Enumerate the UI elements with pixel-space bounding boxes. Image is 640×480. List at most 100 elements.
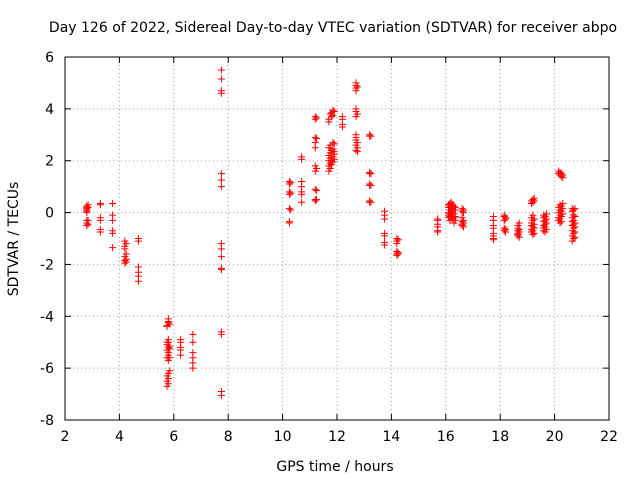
x-tick-label: 12 [328, 429, 346, 445]
data-point [451, 206, 459, 214]
data-point [502, 228, 510, 236]
data-point [325, 118, 333, 126]
data-point [330, 107, 338, 115]
data-point [326, 164, 334, 172]
data-points [83, 66, 579, 399]
y-tick-label: 0 [45, 206, 54, 222]
data-point [515, 219, 523, 227]
data-point [166, 354, 174, 362]
data-point [166, 367, 174, 375]
x-tick-label: 18 [491, 429, 509, 445]
data-point [451, 216, 459, 224]
data-point [367, 181, 375, 189]
data-point [542, 225, 550, 233]
data-point [570, 235, 578, 242]
x-tick-label: 14 [382, 429, 400, 445]
data-point [459, 209, 467, 217]
data-point [285, 205, 293, 213]
data-point [515, 233, 523, 241]
data-point [285, 180, 293, 188]
data-point [83, 209, 91, 217]
y-tick-label: -6 [40, 361, 54, 377]
data-point [530, 229, 538, 237]
data-point [122, 240, 130, 248]
data-point [109, 199, 117, 207]
data-point [121, 245, 129, 253]
x-tick-label: 16 [437, 429, 455, 445]
data-point [217, 253, 225, 261]
data-point [330, 140, 338, 148]
grid [65, 57, 609, 420]
data-point [367, 198, 375, 206]
data-point [311, 185, 319, 193]
y-tick-label: 4 [45, 102, 54, 118]
data-point [434, 228, 442, 236]
data-point [217, 330, 225, 338]
data-point [458, 207, 466, 215]
data-point [313, 135, 321, 143]
data-point [298, 190, 306, 198]
data-point [217, 66, 225, 74]
data-point [298, 155, 306, 163]
x-tick-label: 10 [274, 429, 292, 445]
data-point [109, 216, 117, 224]
data-point [311, 144, 319, 152]
data-point [189, 364, 197, 372]
data-point [313, 114, 321, 122]
data-point [353, 83, 361, 91]
data-point [109, 244, 117, 252]
data-point [96, 228, 104, 236]
data-point [394, 250, 402, 258]
data-point [542, 219, 550, 227]
data-point [287, 179, 295, 187]
data-point [164, 319, 172, 327]
data-point [122, 258, 130, 266]
data-point [330, 155, 338, 163]
chart-title: Day 126 of 2022, Sidereal Day-to-day VTE… [49, 20, 617, 36]
data-point [514, 232, 522, 240]
data-point [559, 174, 567, 182]
data-point [529, 216, 537, 224]
data-point [166, 345, 174, 353]
axes: 2 4 6 8 10 12 14 16 18 20 22 -8 -6 -4 -2 0 2 4 6 [40, 50, 618, 445]
data-point [313, 164, 321, 172]
data-point [530, 197, 538, 205]
data-point [311, 197, 319, 205]
x-tick-label: 20 [546, 429, 564, 445]
data-point [177, 351, 185, 359]
data-point [134, 237, 142, 245]
data-point [217, 176, 225, 184]
data-point [394, 236, 402, 244]
data-point [381, 241, 389, 249]
y-tick-label: 2 [45, 154, 54, 170]
x-tick-label: 22 [600, 429, 618, 445]
data-point [166, 320, 174, 328]
y-axis-label: SDTVAR / TECUs [6, 182, 22, 297]
data-point [83, 222, 91, 230]
data-point [217, 75, 225, 83]
data-point [96, 216, 104, 224]
data-point [529, 198, 537, 206]
data-point [353, 110, 361, 118]
data-point [352, 87, 360, 95]
data-point [287, 206, 295, 214]
data-point [217, 391, 225, 399]
data-point [393, 240, 401, 248]
data-point [559, 210, 567, 218]
x-tick-label: 4 [115, 429, 124, 445]
data-point [328, 113, 336, 121]
data-point [367, 132, 375, 140]
data-point [109, 229, 117, 237]
data-point [217, 266, 225, 274]
data-point [500, 227, 508, 235]
data-point [338, 123, 346, 131]
data-point [571, 212, 579, 220]
data-point [571, 205, 579, 213]
data-point [313, 196, 321, 204]
data-point [557, 172, 565, 180]
data-point [557, 218, 565, 226]
data-point [287, 189, 295, 197]
data-point [329, 111, 337, 119]
